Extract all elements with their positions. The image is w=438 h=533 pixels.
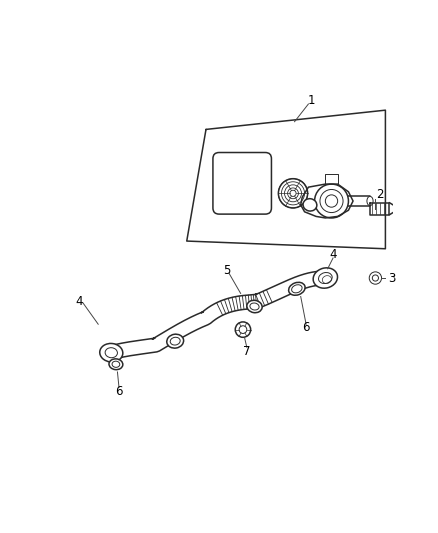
Ellipse shape: [367, 196, 373, 206]
Text: 6: 6: [302, 321, 310, 334]
Circle shape: [235, 322, 251, 337]
Circle shape: [314, 184, 349, 218]
Ellipse shape: [167, 334, 184, 348]
Ellipse shape: [109, 359, 123, 370]
Text: 5: 5: [223, 264, 230, 277]
Ellipse shape: [279, 179, 307, 208]
Ellipse shape: [100, 343, 123, 362]
Text: 7: 7: [243, 345, 251, 358]
Text: 3: 3: [389, 271, 396, 285]
Text: 1: 1: [308, 94, 315, 108]
Ellipse shape: [289, 282, 305, 295]
Ellipse shape: [313, 268, 338, 288]
Ellipse shape: [303, 199, 317, 211]
Ellipse shape: [247, 300, 262, 313]
Text: 2: 2: [376, 188, 384, 201]
Text: 6: 6: [115, 385, 123, 398]
Text: 4: 4: [329, 248, 337, 261]
Text: 4: 4: [75, 295, 83, 308]
